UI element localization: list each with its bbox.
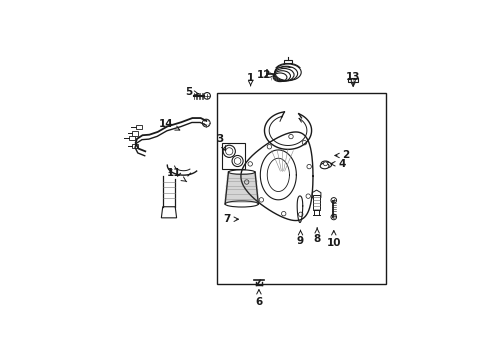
Ellipse shape bbox=[224, 201, 258, 207]
Text: 8: 8 bbox=[313, 228, 320, 244]
Circle shape bbox=[298, 212, 303, 216]
Bar bbox=[217, 93, 386, 284]
Bar bbox=[312, 195, 320, 210]
Circle shape bbox=[203, 93, 210, 99]
Circle shape bbox=[332, 216, 334, 219]
Text: 11: 11 bbox=[167, 168, 186, 182]
Bar bbox=[132, 131, 138, 135]
Bar bbox=[135, 125, 142, 129]
Circle shape bbox=[202, 119, 210, 127]
Circle shape bbox=[225, 148, 232, 155]
Circle shape bbox=[223, 145, 235, 157]
Polygon shape bbox=[312, 190, 320, 200]
Ellipse shape bbox=[320, 161, 329, 167]
Text: 7: 7 bbox=[223, 214, 238, 224]
Text: 3: 3 bbox=[216, 134, 225, 150]
Text: 14: 14 bbox=[159, 118, 180, 130]
Text: 13: 13 bbox=[345, 72, 360, 86]
Text: 4: 4 bbox=[330, 159, 345, 169]
Circle shape bbox=[244, 180, 248, 184]
Circle shape bbox=[306, 165, 311, 169]
Circle shape bbox=[323, 162, 327, 166]
Bar bbox=[132, 144, 138, 148]
Text: 6: 6 bbox=[255, 289, 262, 307]
Circle shape bbox=[330, 214, 336, 220]
Bar bbox=[271, 68, 304, 86]
Bar bbox=[347, 78, 357, 82]
Bar bbox=[284, 60, 292, 63]
Circle shape bbox=[302, 140, 306, 145]
Bar bbox=[221, 143, 244, 169]
Bar bbox=[128, 136, 135, 140]
Text: 10: 10 bbox=[326, 230, 340, 248]
Circle shape bbox=[259, 198, 263, 202]
Circle shape bbox=[247, 162, 252, 166]
Ellipse shape bbox=[228, 170, 255, 174]
Circle shape bbox=[288, 134, 293, 139]
Ellipse shape bbox=[320, 163, 328, 169]
Circle shape bbox=[234, 158, 241, 164]
Circle shape bbox=[330, 198, 336, 203]
Circle shape bbox=[281, 211, 285, 216]
Text: 9: 9 bbox=[296, 230, 304, 246]
Circle shape bbox=[266, 144, 271, 149]
Text: 12: 12 bbox=[256, 70, 274, 80]
Text: 5: 5 bbox=[185, 87, 198, 97]
Ellipse shape bbox=[322, 162, 331, 168]
Circle shape bbox=[232, 156, 243, 167]
Polygon shape bbox=[161, 207, 176, 218]
Circle shape bbox=[305, 194, 310, 198]
Text: 1: 1 bbox=[246, 73, 254, 86]
Text: 2: 2 bbox=[334, 150, 349, 161]
